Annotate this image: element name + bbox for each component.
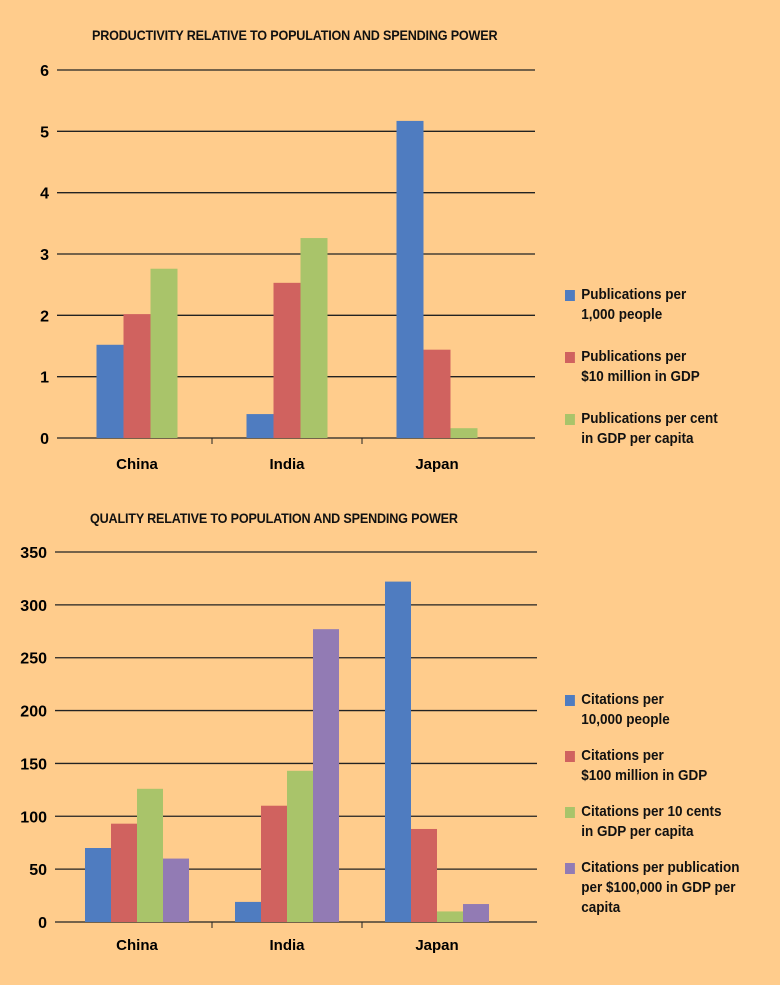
legend-label: 10,000 people: [581, 711, 670, 728]
bar: [96, 344, 124, 438]
bar: [300, 238, 328, 438]
y-tick-label: 4: [40, 186, 49, 203]
legend-item: Citations per publication per $100,000 in…: [565, 858, 739, 918]
legend-swatch: [565, 290, 575, 301]
bar: [411, 828, 437, 922]
bar: [385, 581, 411, 922]
y-tick-label: 250: [20, 651, 47, 668]
y-tick-label: 300: [20, 598, 47, 615]
bar: [111, 823, 137, 922]
x-category-label: Japan: [415, 456, 458, 473]
bar: [163, 858, 189, 922]
legend-label: Citations per 10 cents: [581, 803, 722, 820]
y-tick-label: 6: [40, 63, 49, 80]
bar: [437, 911, 463, 922]
legend-item: Publications per cent in GDP per capita: [565, 409, 718, 449]
legend-swatch: [565, 695, 575, 706]
bar: [235, 901, 261, 922]
x-category-label: Japan: [415, 937, 458, 954]
y-tick-label: 1: [40, 370, 49, 387]
legend-swatch: [565, 414, 575, 425]
legend-label: Citations per: [581, 747, 664, 764]
y-tick-label: 0: [40, 431, 49, 448]
legend-label: in GDP per capita: [581, 430, 694, 447]
bar: [273, 282, 301, 438]
chart-1-legend: Publications per 1,000 people Publications…: [565, 285, 718, 471]
x-category-label: China: [116, 456, 158, 473]
bar: [246, 414, 274, 438]
bar: [150, 268, 178, 438]
chart-2-title: QUALITY RELATIVE TO POPULATION AND SPEND…: [90, 510, 458, 526]
y-tick-label: 50: [29, 862, 47, 879]
y-tick-label: 350: [20, 545, 47, 562]
legend-label: Citations per publication: [581, 859, 740, 876]
legend-swatch: [565, 807, 575, 818]
legend-item: Citations per $100 million in GDP: [565, 746, 739, 786]
legend-swatch: [565, 863, 575, 874]
bar: [85, 848, 111, 922]
legend-swatch: [565, 352, 575, 363]
bar: [423, 349, 451, 438]
y-tick-label: 100: [20, 809, 47, 826]
y-tick-label: 0: [38, 915, 47, 932]
legend-label: 1,000 people: [581, 306, 663, 323]
y-tick-label: 2: [40, 308, 49, 325]
bar: [123, 314, 151, 438]
legend-label: Publications per: [581, 348, 687, 365]
x-category-label: India: [269, 456, 305, 473]
legend-item: Citations per 10 cents in GDP per capita: [565, 802, 739, 842]
legend-label: per $100,000 in GDP per: [581, 879, 736, 896]
chart-1-title: PRODUCTIVITY RELATIVE TO POPULATION AND …: [92, 27, 498, 43]
legend-label: Publications per: [581, 286, 687, 303]
chart-2-legend: Citations per 10,000 people Citations per $…: [565, 690, 739, 934]
x-category-label: China: [116, 937, 158, 954]
legend-label: $10 million in GDP: [581, 368, 700, 385]
legend-label: Publications per cent: [581, 410, 718, 427]
y-tick-label: 5: [40, 124, 49, 141]
y-tick-label: 3: [40, 247, 49, 264]
legend-label: Citations per: [581, 691, 664, 708]
bar: [450, 428, 478, 438]
x-category-label: India: [269, 937, 305, 954]
legend-swatch: [565, 751, 575, 762]
legend-item: Citations per 10,000 people: [565, 690, 739, 730]
bar: [313, 629, 339, 922]
legend-item: Publications per $10 million in GDP: [565, 347, 718, 387]
legend-item: Publications per 1,000 people: [565, 285, 718, 325]
bar: [261, 805, 287, 922]
legend-label: in GDP per capita: [581, 823, 694, 840]
bar: [396, 120, 424, 438]
bar: [463, 904, 489, 922]
bar: [287, 770, 313, 922]
y-tick-label: 150: [20, 756, 47, 773]
legend-label: $100 million in GDP: [581, 767, 708, 784]
legend-label: capita: [581, 899, 621, 916]
y-tick-label: 200: [20, 704, 47, 721]
bar: [137, 788, 163, 922]
